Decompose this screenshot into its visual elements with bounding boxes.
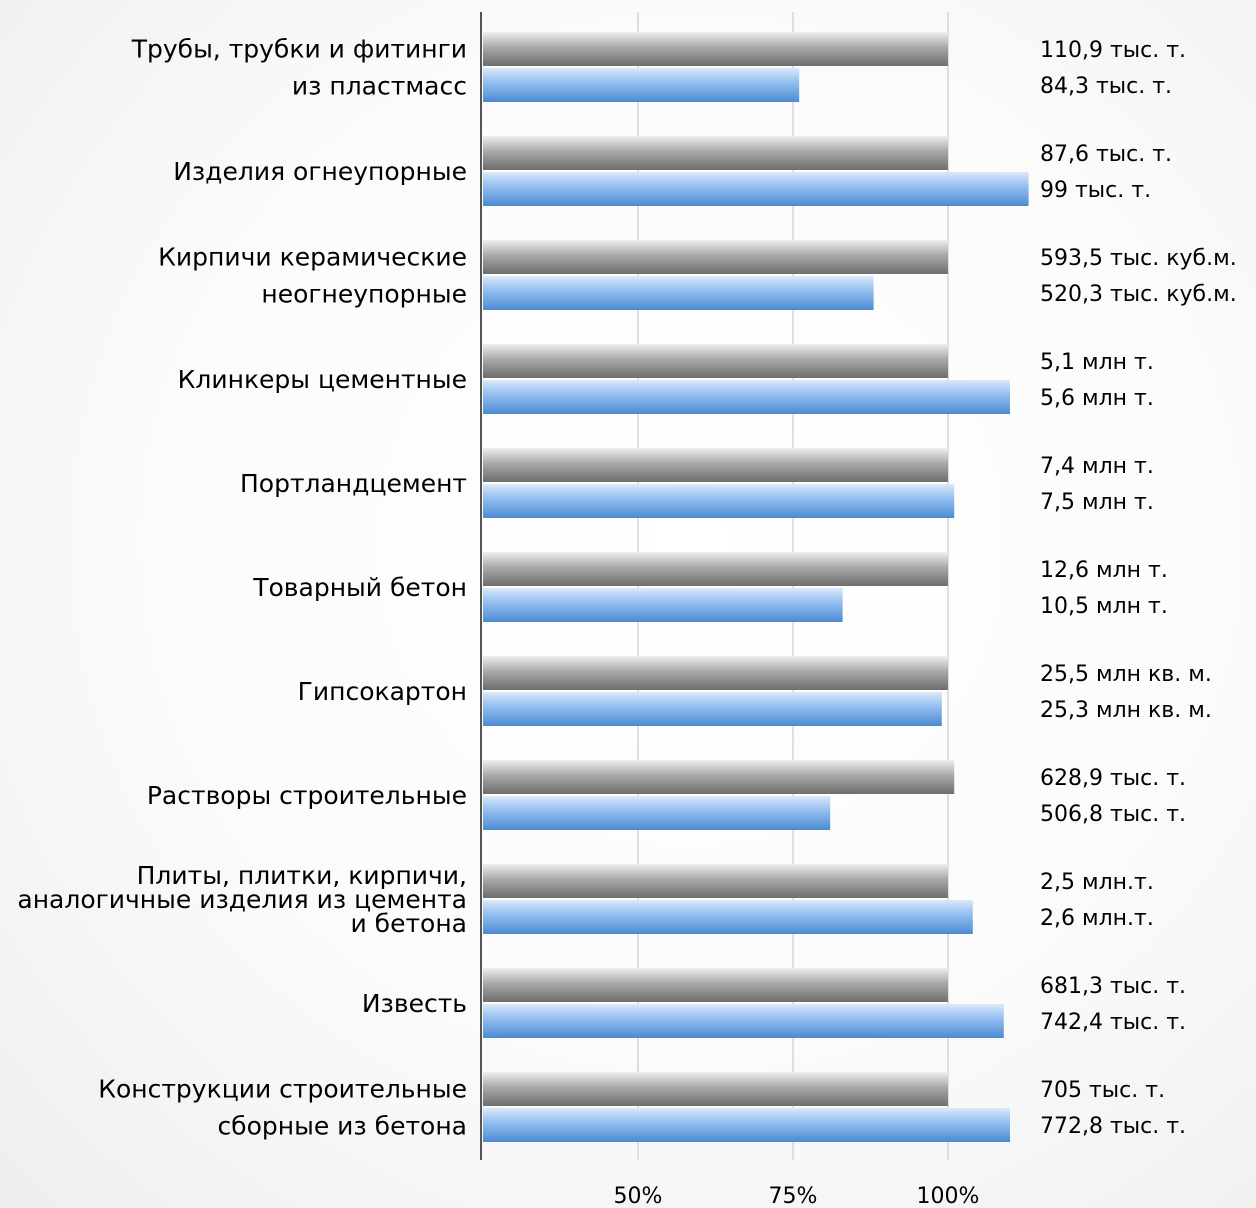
- category-label: Товарный бетон: [252, 573, 467, 602]
- data-label: 2,6 млн.т.: [1040, 906, 1154, 931]
- data-label: 772,8 тыс. т.: [1040, 1114, 1186, 1139]
- category-label: неогнеупорные: [261, 280, 467, 309]
- bar-previous: [483, 552, 948, 586]
- category-label: Трубы, трубки и фитинги: [131, 35, 467, 64]
- bar-previous: [483, 656, 948, 690]
- data-label: 520,3 тыс. куб.м.: [1040, 282, 1237, 307]
- category-label: Конструкции строительные: [98, 1075, 467, 1104]
- category-label: Гипсокартон: [298, 677, 467, 706]
- category-label: и бетона: [350, 909, 467, 938]
- bar-current: [483, 588, 843, 622]
- x-tick-label: 100%: [917, 1184, 980, 1208]
- category-label: Известь: [362, 989, 467, 1018]
- bar-current: [483, 484, 955, 518]
- category-label: Кирпичи керамические: [158, 243, 467, 272]
- category-label: Клинкеры цементные: [178, 365, 467, 394]
- bar-previous: [483, 344, 948, 378]
- bar-current: [483, 276, 874, 310]
- data-label: 506,8 тыс. т.: [1040, 802, 1186, 827]
- bar-current: [483, 380, 1010, 414]
- x-tick-labels: 50% 75% 100%: [614, 1184, 980, 1208]
- data-label: 628,9 тыс. т.: [1040, 766, 1186, 791]
- data-label: 5,6 млн т.: [1040, 386, 1154, 411]
- x-tick-label: 50%: [614, 1184, 663, 1208]
- bar-previous: [483, 864, 948, 898]
- bars: [483, 32, 1029, 1142]
- bar-current: [483, 68, 800, 102]
- data-label: 87,6 тыс. т.: [1040, 142, 1172, 167]
- data-label: 10,5 млн т.: [1040, 594, 1168, 619]
- category-label: Плиты, плитки, кирпичи,: [137, 861, 467, 890]
- data-label: 7,4 млн т.: [1040, 454, 1154, 479]
- data-label: 25,5 млн кв. м.: [1040, 662, 1212, 687]
- data-label: 110,9 тыс. т.: [1040, 38, 1186, 63]
- bar-current: [483, 1004, 1004, 1038]
- data-label: 12,6 млн т.: [1040, 558, 1168, 583]
- bar-previous: [483, 32, 948, 66]
- category-label: из пластмасс: [292, 72, 467, 101]
- value-labels: 110,9 тыс. т. 84,3 тыс. т. 87,6 тыс. т. 99 …: [1040, 38, 1237, 1139]
- category-labels: Трубы, трубки и фитинги из пластмасс Издел…: [17, 35, 467, 1141]
- x-tick-label: 75%: [769, 1184, 818, 1208]
- category-label: сборные из бетона: [217, 1112, 467, 1141]
- data-label: 2,5 млн.т.: [1040, 870, 1154, 895]
- bar-current: [483, 900, 973, 934]
- category-label: Изделия огнеупорные: [173, 157, 467, 186]
- bar-previous: [483, 448, 948, 482]
- data-label: 5,1 млн т.: [1040, 350, 1154, 375]
- data-label: 593,5 тыс. куб.м.: [1040, 246, 1237, 271]
- bar-previous: [483, 240, 948, 274]
- bar-previous: [483, 1072, 948, 1106]
- category-label: аналогичные изделия из цемента: [17, 885, 467, 914]
- bar-previous: [483, 136, 948, 170]
- data-label: 84,3 тыс. т.: [1040, 74, 1172, 99]
- bar-current: [483, 796, 831, 830]
- bar-current: [483, 172, 1029, 206]
- data-label: 25,3 млн кв. м.: [1040, 698, 1212, 723]
- data-label: 99 тыс. т.: [1040, 178, 1151, 203]
- bar-current: [483, 1108, 1010, 1142]
- data-label: 742,4 тыс. т.: [1040, 1010, 1186, 1035]
- bar-current: [483, 692, 942, 726]
- data-label: 681,3 тыс. т.: [1040, 974, 1186, 999]
- data-label: 705 тыс. т.: [1040, 1078, 1165, 1103]
- category-label: Портландцемент: [240, 469, 467, 498]
- category-label: Растворы строительные: [147, 781, 467, 810]
- bar-previous: [483, 968, 948, 1002]
- bar-previous: [483, 760, 955, 794]
- data-label: 7,5 млн т.: [1040, 490, 1154, 515]
